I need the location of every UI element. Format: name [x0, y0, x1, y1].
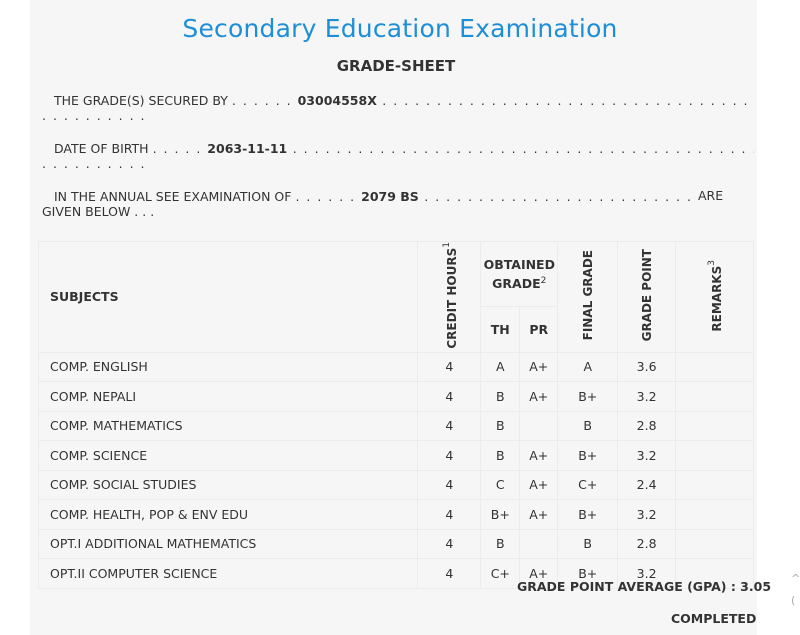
grade-point-cell: 3.6: [617, 351, 677, 383]
subject-name: COMP. HEALTH, POP & ENV EDU: [37, 499, 419, 530]
th-grade-cell: C: [480, 469, 521, 501]
header-credit-hours: CREDIT HOURS1: [417, 241, 482, 353]
secured-by-label: THE GRADE(S) SECURED BY: [54, 93, 228, 108]
grade-point-cell: 3.2: [617, 558, 677, 589]
header-th: TH: [480, 306, 521, 353]
header-pr: PR: [519, 306, 559, 353]
final-grade-cell: B: [557, 410, 619, 442]
final-grade-cell: B+: [557, 440, 619, 471]
pr-grade-cell: A+: [519, 440, 559, 471]
remarks-cell: [675, 558, 754, 589]
table-row: COMP. SCIENCE 4 B A+ B+ 3.2: [37, 440, 754, 471]
subject-name: COMP. SOCIAL STUDIES: [37, 469, 419, 501]
pr-grade-cell: [519, 410, 559, 442]
symbol-number: 03004558X: [297, 93, 377, 108]
grade-point-cell: 2.8: [617, 410, 677, 442]
secured-by-line: THE GRADE(S) SECURED BY . . . . . . 0300…: [42, 92, 754, 109]
are-label: ARE: [698, 188, 724, 203]
scroll-arrow-icon[interactable]: ^: [791, 572, 800, 585]
pr-grade-cell: A+: [519, 469, 559, 501]
credit-hours-cell: 4: [417, 410, 482, 442]
th-grade-cell: C+: [480, 558, 521, 589]
table-row: COMP. MATHEMATICS 4 B B 2.8: [37, 410, 754, 442]
grade-point-cell: 3.2: [617, 381, 677, 412]
grade-point-cell: 3.2: [617, 499, 677, 530]
dotted-continuation: . . . . . . . . . .: [42, 156, 146, 171]
th-grade-cell: A: [480, 351, 521, 383]
exam-line: IN THE ANNUAL SEE EXAMINATION OF . . . .…: [42, 188, 692, 205]
result-status: COMPLETED: [671, 611, 757, 626]
final-grade-cell: A: [557, 351, 619, 383]
credit-hours-cell: 4: [417, 499, 482, 530]
credit-hours-cell: 4: [417, 469, 482, 501]
final-grade-cell: B+: [557, 499, 619, 530]
given-below-label: GIVEN BELOW . . .: [42, 204, 155, 219]
th-grade-cell: B: [480, 440, 521, 471]
remarks-cell: [675, 469, 754, 501]
subject-name: OPT.I ADDITIONAL MATHEMATICS: [37, 528, 419, 560]
scroll-handle-icon[interactable]: (: [791, 594, 796, 607]
pr-grade-cell: [519, 528, 559, 560]
subject-name: COMP. SCIENCE: [37, 440, 419, 471]
remarks-cell: [675, 410, 754, 442]
pr-grade-cell: A+: [519, 381, 559, 412]
remarks-cell: [675, 499, 754, 530]
grade-point-cell: 2.8: [617, 528, 677, 560]
subject-name: COMP. ENGLISH: [37, 351, 419, 383]
table-row: OPT.I ADDITIONAL MATHEMATICS 4 B B 2.8: [37, 528, 754, 560]
dob-line: DATE OF BIRTH . . . . . 2063-11-11 . . .…: [42, 140, 754, 157]
page-margin: [757, 0, 797, 635]
header-subjects: SUBJECTS: [37, 241, 419, 353]
table-row: COMP. ENGLISH 4 A A+ A 3.6: [37, 351, 754, 383]
header-grade-point: GRADE POINT: [617, 241, 677, 353]
credit-hours-cell: 4: [417, 440, 482, 471]
dotted-continuation: . . . . . . . . . .: [42, 108, 146, 123]
header-remarks: REMARKS3: [675, 241, 754, 353]
final-grade-cell: C+: [557, 469, 619, 501]
th-grade-cell: B: [480, 410, 521, 442]
header-obtained-grade: OBTAINED GRADE2: [480, 241, 559, 307]
grade-point-cell: 3.2: [617, 440, 677, 471]
sheet-subtitle: GRADE-SHEET: [336, 57, 456, 75]
header-final-grade: FINAL GRADE: [557, 241, 619, 353]
table-row: COMP. NEPALI 4 B A+ B+ 3.2: [37, 381, 754, 412]
credit-hours-cell: 4: [417, 351, 482, 383]
exam-year: 2079 BS: [361, 189, 419, 204]
subject-name: COMP. NEPALI: [37, 381, 419, 412]
remarks-cell: [675, 351, 754, 383]
grade-point-cell: 2.4: [617, 469, 677, 501]
final-grade-cell: B+: [557, 381, 619, 412]
pr-grade-cell: A+: [519, 499, 559, 530]
exam-label: IN THE ANNUAL SEE EXAMINATION OF: [54, 189, 292, 204]
credit-hours-cell: 4: [417, 558, 482, 589]
remarks-cell: [675, 440, 754, 471]
remarks-cell: [675, 381, 754, 412]
remarks-cell: [675, 528, 754, 560]
table-row: COMP. SOCIAL STUDIES 4 C A+ C+ 2.4: [37, 469, 754, 501]
page-title: Secondary Education Examination: [182, 14, 618, 43]
credit-hours-cell: 4: [417, 528, 482, 560]
th-grade-cell: B+: [480, 499, 521, 530]
dob-label: DATE OF BIRTH: [54, 141, 149, 156]
grades-table: SUBJECTS CREDIT HOURS1 OBTAINED GRADE2 F…: [37, 241, 754, 589]
subject-name: COMP. MATHEMATICS: [37, 410, 419, 442]
table-row: COMP. HEALTH, POP & ENV EDU 4 B+ A+ B+ 3…: [37, 499, 754, 530]
credit-hours-cell: 4: [417, 381, 482, 412]
dob-value: 2063-11-11: [207, 141, 288, 156]
pr-grade-cell: A+: [519, 351, 559, 383]
th-grade-cell: B: [480, 381, 521, 412]
th-grade-cell: B: [480, 528, 521, 560]
gpa-summary: GRADE POINT AVERAGE (GPA) : 3.05: [517, 579, 772, 594]
table-row: OPT.II COMPUTER SCIENCE 4 C+ A+ B+ 3.2: [37, 558, 754, 589]
subject-name: OPT.II COMPUTER SCIENCE: [37, 558, 419, 589]
pr-grade-cell: A+: [519, 558, 559, 589]
final-grade-cell: B: [557, 528, 619, 560]
final-grade-cell: B+: [557, 558, 619, 589]
